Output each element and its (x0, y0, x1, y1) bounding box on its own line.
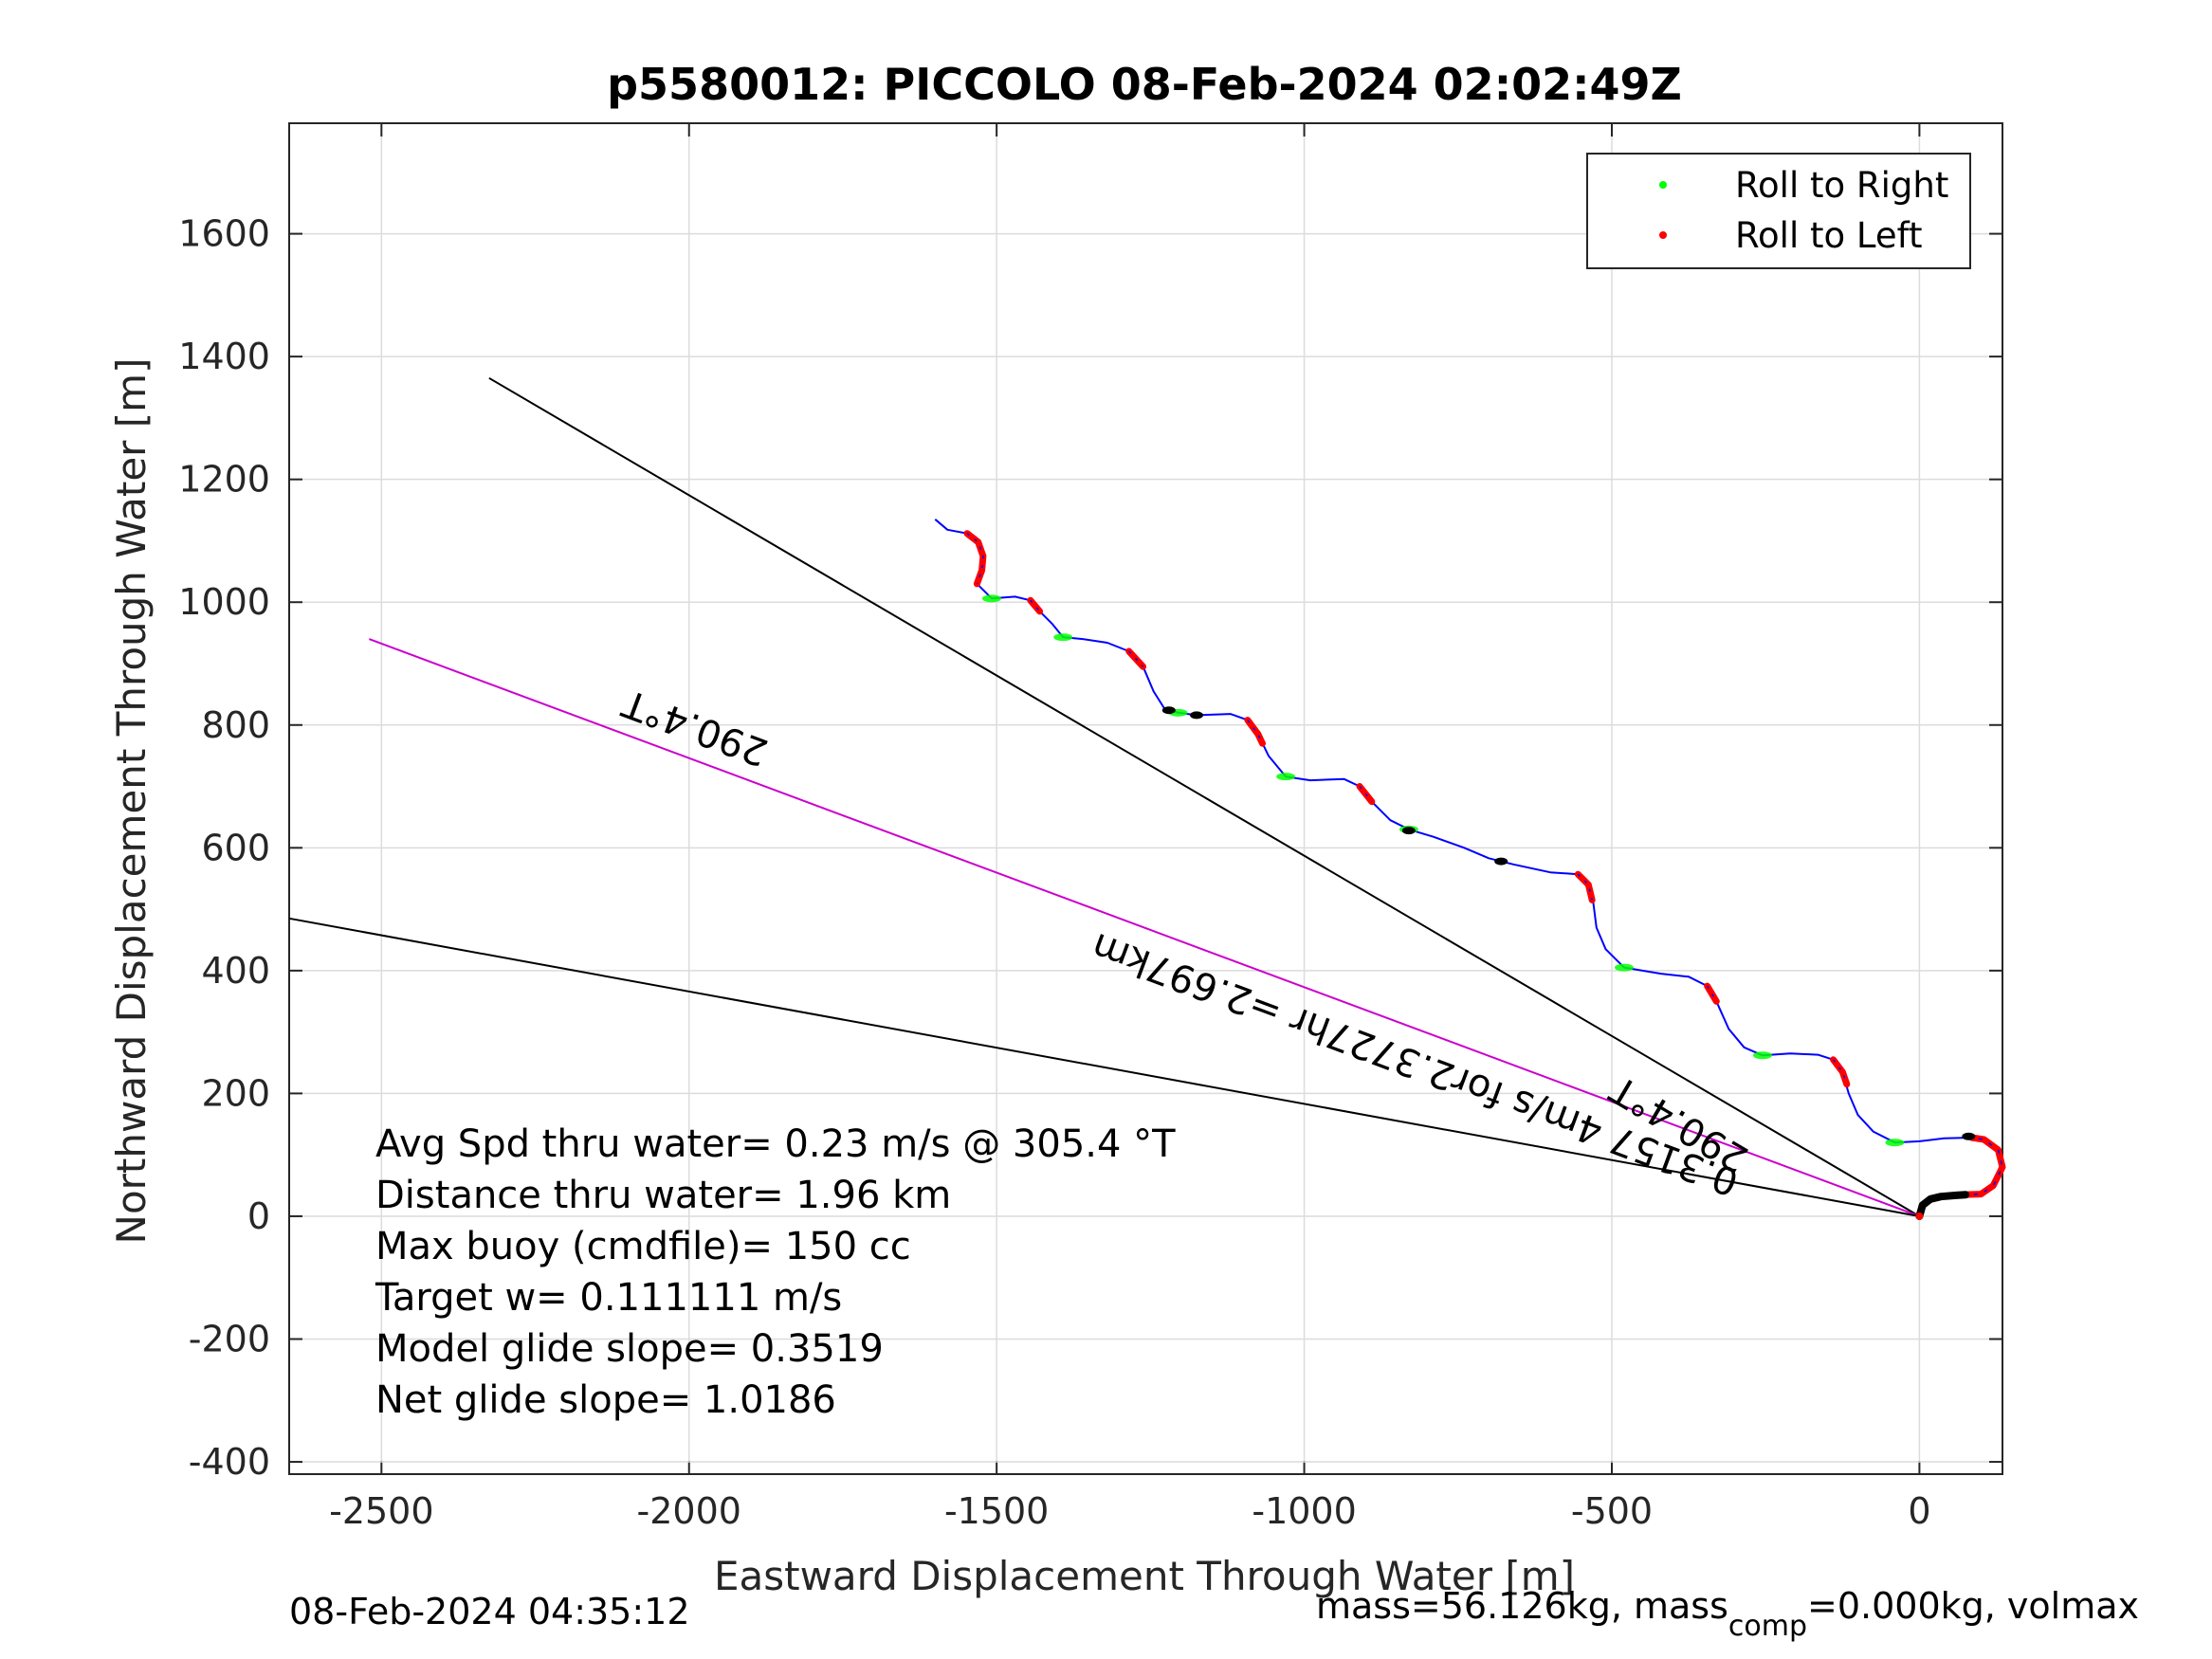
turnaround-loop (1959, 1134, 2006, 1198)
x-tick-label: -1000 (1252, 1490, 1356, 1532)
reference-line (288, 917, 1920, 1217)
start-curve (1915, 1191, 1970, 1220)
glider-track-line (934, 519, 1972, 1144)
stat-net-glide-slope: Net glide slope= 1.0186 (375, 1378, 836, 1422)
legend-label-roll-right: Roll to Right (1735, 165, 1948, 206)
y-tick-label: 600 (201, 827, 270, 868)
footer-mass: mass=56.126kg, masscomp=0.000kg, volmax (1316, 1585, 2139, 1643)
footer-mass-prefix: mass=56.126kg, mass (1316, 1585, 1728, 1627)
plot-area (288, 122, 2003, 1475)
roll-left-segment-overlay (966, 533, 984, 585)
x-tick-label: -500 (1571, 1490, 1653, 1532)
data-marker-black (1190, 711, 1204, 720)
roll-left-segment (1704, 982, 1720, 1005)
roll-right-marker (1276, 773, 1296, 781)
y-tick-label: -400 (189, 1441, 270, 1483)
footer-mass-suffix: =0.000kg, volmax (1807, 1585, 2139, 1627)
stats-block: Avg Spd thru water= 0.23 m/s @ 305.4 °T … (375, 1122, 1176, 1422)
legend: Roll to Right Roll to Left (1586, 153, 1971, 269)
origin-marker (1915, 1212, 1924, 1220)
stat-distance: Distance thru water= 1.96 km (375, 1174, 951, 1217)
roll-left-segment (1574, 870, 1596, 903)
footer-mass-subscript: comp (1728, 1610, 1807, 1643)
stat-target-w: Target w= 0.111111 m/s (375, 1276, 842, 1320)
reference-lines (288, 376, 1920, 1217)
data-marker-black (1161, 706, 1176, 715)
x-tick-label: -2500 (329, 1490, 433, 1532)
reference-line (488, 376, 1920, 1217)
roll-left-segment (1830, 1056, 1851, 1088)
stat-model-glide-slope: Model glide slope= 0.3519 (375, 1327, 884, 1371)
data-marker-black (1494, 857, 1508, 866)
roll-right-marker (1614, 963, 1634, 972)
roll-right-marker (1053, 633, 1073, 642)
footer-timestamp: 08-Feb-2024 04:35:12 (289, 1591, 690, 1632)
roll-left-segment (1244, 717, 1266, 747)
data-marker-black (1962, 1132, 1976, 1140)
x-tick-label: 0 (1908, 1490, 1930, 1532)
legend-label-roll-left: Roll to Left (1735, 215, 1923, 256)
roll-right-marker (1885, 1139, 1905, 1147)
grid (289, 123, 2002, 1474)
x-tick-label: -2000 (637, 1490, 741, 1532)
roll-left-segment-overlay (1359, 786, 1373, 803)
chart-title: p5580012: PICCOLO 08-Feb-2024 02:02:49Z (607, 59, 1682, 110)
y-tick-label: 800 (201, 704, 270, 746)
y-tick-label: 1400 (178, 336, 270, 377)
data-marker-black (1401, 827, 1416, 835)
y-tick-label: 1600 (178, 213, 270, 255)
roll-left-segment-overlay (1030, 599, 1041, 612)
x-tick-label: -1500 (944, 1490, 1049, 1532)
legend-swatch-roll-right (1659, 181, 1667, 189)
y-tick-label: 400 (201, 950, 270, 992)
y-tick-label: 1000 (178, 581, 270, 623)
y-tick-label: 1200 (178, 459, 270, 501)
y-axis-label: Northward Displacement Through Water [m] (108, 358, 155, 1245)
marker-layer (963, 530, 1976, 1220)
track-layer (934, 519, 2006, 1220)
reference-line (368, 638, 1920, 1217)
stat-max-buoy: Max buoy (cmdfile)= 150 cc (375, 1225, 911, 1268)
x-tick-labels: -2500 -2000 -1500 -1000 -500 0 (329, 1490, 1930, 1532)
roll-left-segment-overlay (1128, 650, 1144, 667)
y-tick-label: -200 (189, 1319, 270, 1360)
x-axis-label: Eastward Displacement Through Water [m] (714, 1553, 1575, 1599)
y-tick-label: 0 (247, 1195, 270, 1237)
legend-box (1586, 153, 1971, 269)
y-tick-label: 200 (201, 1072, 270, 1114)
roll-right-marker (981, 594, 1001, 603)
y-tick-labels: -400 -200 0 200 400 600 800 1000 1200 1400 1600 (178, 213, 270, 1483)
stat-avg-speed: Avg Spd thru water= 0.23 m/s @ 305.4 °T (375, 1122, 1176, 1166)
legend-swatch-roll-left (1659, 231, 1667, 239)
roll-right-marker (1752, 1051, 1772, 1060)
